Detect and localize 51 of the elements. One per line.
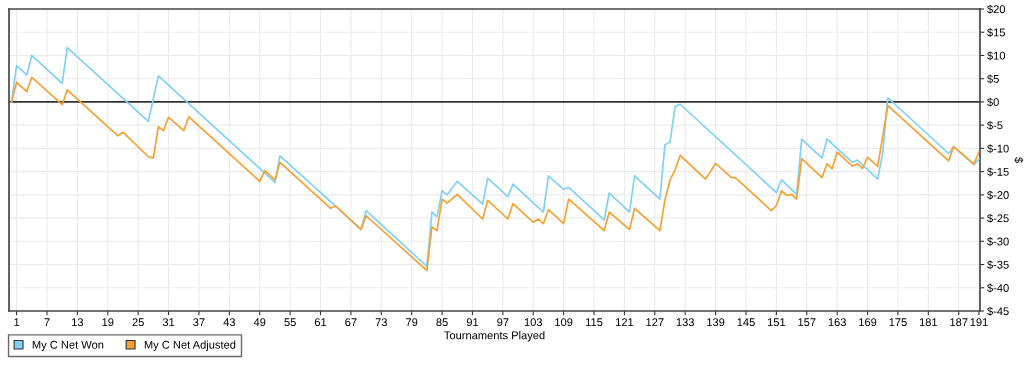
legend-label: My C Net Won (32, 340, 104, 351)
x-tick-label: 127 (646, 318, 664, 326)
x-tick-label: 133 (676, 318, 694, 327)
y-tick-label: $-25 (987, 213, 1009, 223)
x-tick-label: 145 (737, 318, 755, 327)
x-tick-label: 139 (707, 318, 725, 327)
y-tick-label: $-20 (987, 190, 1009, 200)
y-tick-label: $-35 (987, 260, 1009, 270)
y-tick-label: $-40 (987, 283, 1009, 293)
x-tick-label: 85 (436, 318, 448, 327)
y-tick-label: $-30 (987, 237, 1009, 247)
x-tick-label: 31 (162, 318, 175, 327)
x-tick-label: 37 (193, 318, 205, 327)
x-tick-label: 1 (14, 318, 20, 326)
x-tick-label: 181 (919, 318, 938, 327)
y-tick-label: $15 (987, 28, 1006, 38)
y-tick-label: $-10 (987, 144, 1009, 154)
x-tick-label: 55 (284, 318, 296, 327)
x-tick-label: 61 (314, 318, 327, 327)
y-tick-label: $-15 (987, 167, 1009, 177)
x-tick-label: 191 (970, 318, 988, 327)
x-tick-label: 25 (132, 318, 144, 327)
x-tick-label: 109 (555, 318, 573, 327)
x-axis-title: Tournaments Played (444, 331, 545, 342)
x-tick-label: 91 (466, 318, 479, 327)
x-tick-label: 163 (828, 318, 846, 327)
x-tick-label: 73 (375, 318, 387, 327)
y-tick-label: $20 (987, 4, 1006, 14)
x-tick-label: 121 (616, 318, 634, 326)
y-tick-label: $5 (987, 74, 999, 84)
y-tick-label: $10 (987, 51, 1006, 61)
x-tick-label: 43 (223, 318, 236, 327)
x-tick-label: 13 (72, 318, 84, 327)
x-tick-label: 115 (586, 318, 603, 327)
y-axis-title: $ (1014, 157, 1024, 163)
x-tick-label: 97 (497, 318, 509, 327)
x-tick-label: 67 (345, 318, 357, 327)
legend-label: My C Net Adjusted (144, 340, 236, 351)
x-tick-label: 175 (889, 318, 907, 327)
y-tick-label: $0 (987, 97, 999, 107)
x-tick-label: 103 (524, 318, 543, 327)
x-tick-label: 169 (859, 318, 877, 327)
x-tick-label: 7 (44, 318, 50, 326)
x-tick-label: 79 (406, 318, 418, 327)
x-tick-label: 187 (950, 318, 968, 327)
x-tick-label: 151 (767, 318, 786, 327)
y-tick-label: $-45 (987, 306, 1009, 316)
x-tick-label: 49 (253, 318, 266, 327)
x-tick-label: 157 (798, 318, 816, 327)
y-tick-label: $-5 (987, 120, 1003, 130)
x-tick-label: 19 (102, 318, 114, 327)
